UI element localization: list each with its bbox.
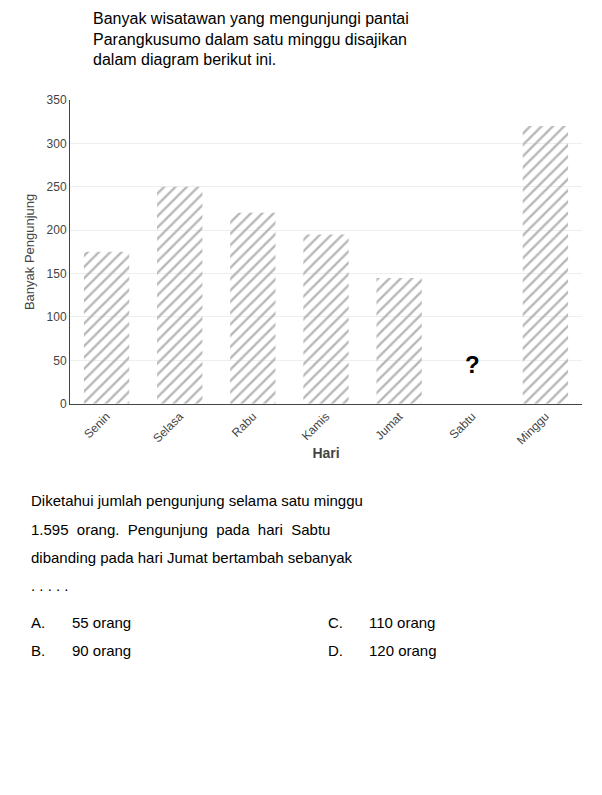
svg-text:. . . . .: . . . . . (31, 577, 69, 594)
svg-text:Hari: Hari (312, 445, 339, 461)
svg-text:55 orang: 55 orang (72, 614, 131, 631)
svg-text:Jumat: Jumat (372, 409, 405, 442)
svg-text:350: 350 (47, 93, 67, 107)
svg-text:50: 50 (53, 354, 67, 368)
svg-text:dibanding pada hari Jumat bert: dibanding pada hari Jumat bertambah seba… (31, 549, 353, 566)
svg-text:0: 0 (60, 397, 67, 411)
svg-text:1.595 orang. Pengunjung pad: 1.595 orang. Pengunjung pada hari Sabtu (31, 521, 330, 538)
svg-text:?: ? (465, 351, 480, 378)
svg-text:A.: A. (31, 614, 45, 631)
svg-text:D.: D. (328, 642, 343, 659)
svg-text:Selasa: Selasa (150, 409, 186, 445)
svg-text:Kamis: Kamis (299, 410, 332, 443)
svg-text:B.: B. (31, 642, 45, 659)
svg-text:90 orang: 90 orang (72, 642, 131, 659)
svg-text:Senin: Senin (81, 410, 113, 442)
svg-text:300: 300 (47, 137, 67, 151)
svg-text:120 orang: 120 orang (369, 642, 437, 659)
svg-text:150: 150 (47, 267, 67, 281)
svg-text:Minggu: Minggu (514, 410, 552, 448)
svg-text:110 orang: 110 orang (369, 614, 435, 631)
svg-text:200: 200 (47, 223, 67, 237)
svg-text:100: 100 (47, 310, 67, 324)
svg-text:Rabu: Rabu (229, 410, 259, 440)
svg-text:250: 250 (47, 180, 67, 194)
svg-text:Banyak Pengunjung: Banyak Pengunjung (22, 194, 37, 310)
svg-text:Diketahui jumlah pengunjung se: Diketahui jumlah pengunjung selama satu … (31, 492, 363, 509)
svg-text:Sabtu: Sabtu (447, 410, 479, 442)
svg-text:Banyak wisatawan yang mengunju: Banyak wisatawan yang mengunjungi pantai… (93, 10, 409, 69)
svg-text:C.: C. (328, 614, 343, 631)
